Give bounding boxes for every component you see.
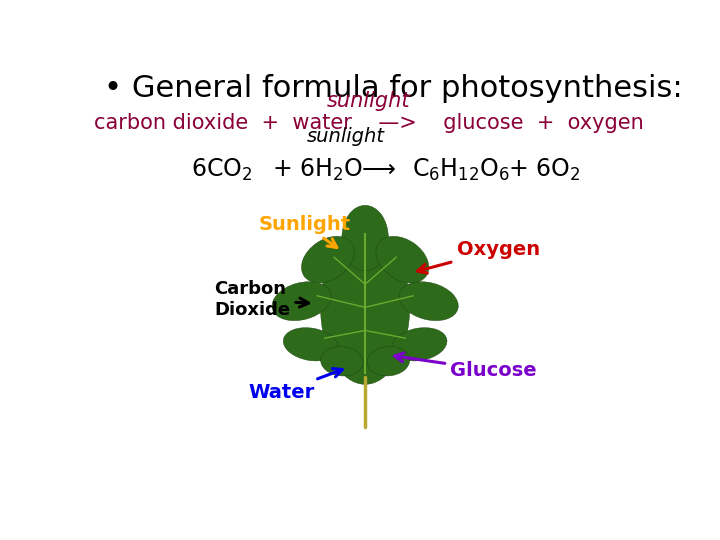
Text: sunlight: sunlight <box>328 91 410 111</box>
Ellipse shape <box>320 347 363 376</box>
Text: Oxygen: Oxygen <box>418 240 540 273</box>
Text: $\mathregular{+\ 6O_2}$: $\mathregular{+\ 6O_2}$ <box>508 157 581 184</box>
Text: $\mathregular{6CO_2}$: $\mathregular{6CO_2}$ <box>191 157 252 184</box>
Ellipse shape <box>367 347 410 376</box>
Ellipse shape <box>399 282 458 321</box>
Ellipse shape <box>376 237 429 283</box>
Ellipse shape <box>302 237 354 283</box>
Text: Carbon
Dioxide: Carbon Dioxide <box>214 280 309 319</box>
Ellipse shape <box>272 282 331 321</box>
Ellipse shape <box>392 328 447 361</box>
Ellipse shape <box>283 328 338 361</box>
Ellipse shape <box>320 231 410 384</box>
Text: Glucose: Glucose <box>395 353 537 380</box>
Text: $\longrightarrow$: $\longrightarrow$ <box>357 157 397 181</box>
Text: $\mathregular{+\ 6H_2O}$: $\mathregular{+\ 6H_2O}$ <box>272 157 363 184</box>
Text: Water: Water <box>249 368 342 402</box>
Ellipse shape <box>342 205 388 271</box>
Text: $\mathregular{C_6H_{12}O_6}$: $\mathregular{C_6H_{12}O_6}$ <box>412 157 510 184</box>
Text: carbon dioxide  +  water    —>    glucose  +  oxygen: carbon dioxide + water —> glucose + oxyg… <box>94 112 644 132</box>
Text: Sunlight: Sunlight <box>258 215 351 247</box>
Text: sunlight: sunlight <box>307 127 384 146</box>
Text: • General formula for photosynthesis:: • General formula for photosynthesis: <box>104 74 683 103</box>
